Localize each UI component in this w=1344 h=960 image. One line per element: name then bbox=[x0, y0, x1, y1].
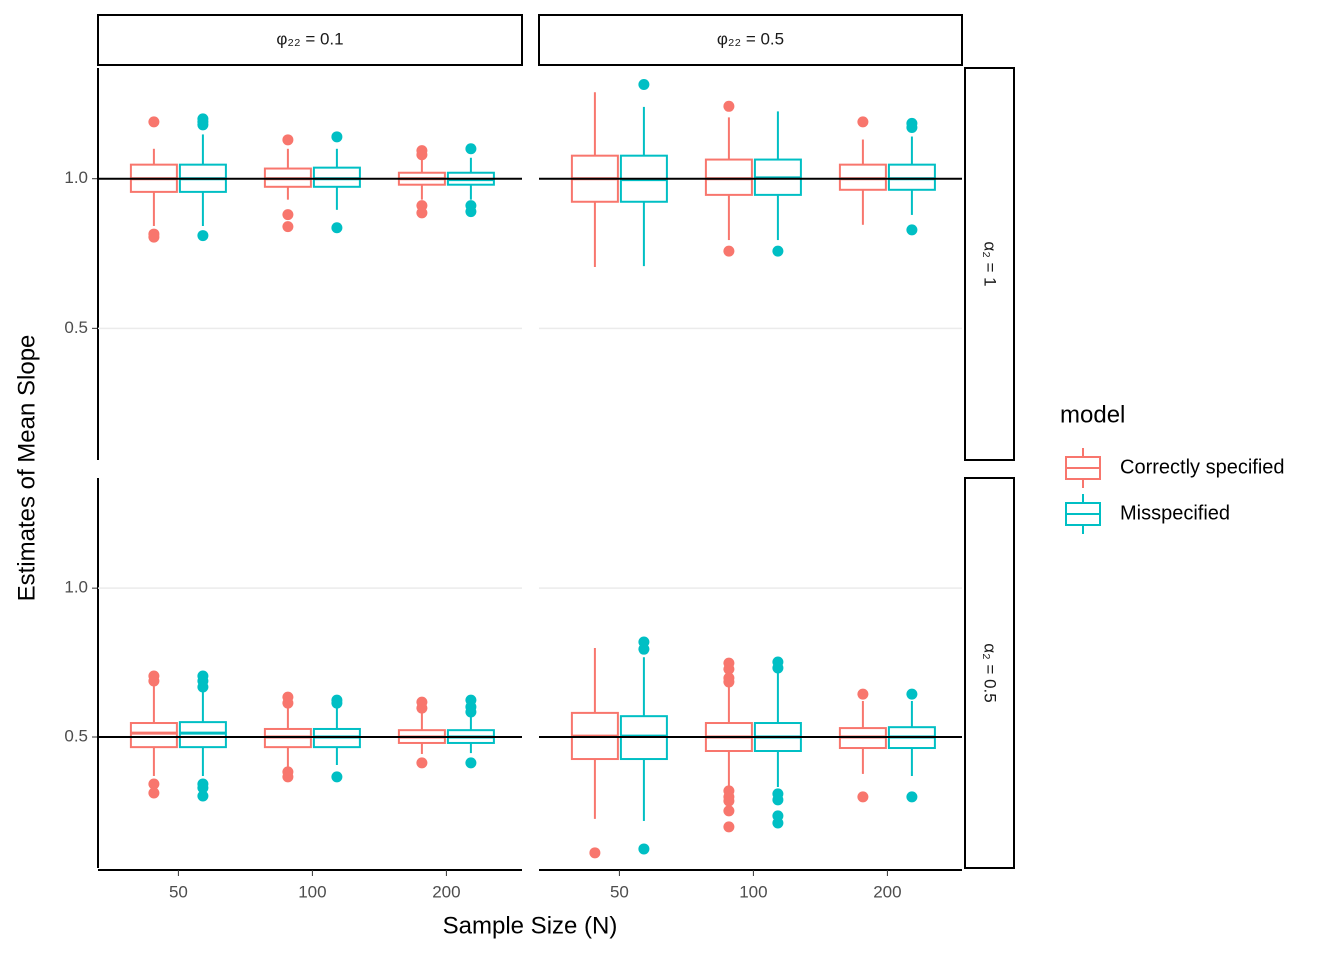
outlier bbox=[638, 643, 650, 655]
outlier bbox=[148, 778, 160, 790]
facet-strip-label: φ₂₂ = 0.5 bbox=[717, 29, 784, 48]
x-tick-label: 100 bbox=[739, 882, 767, 901]
outlier bbox=[331, 771, 343, 783]
legend-label: Correctly specified bbox=[1120, 456, 1285, 478]
outlier bbox=[857, 791, 869, 803]
outlier bbox=[772, 794, 784, 806]
facet-strip-label: α₂ = 0.5 bbox=[981, 643, 1000, 702]
outlier bbox=[282, 134, 294, 146]
outlier bbox=[906, 122, 918, 134]
outlier bbox=[197, 790, 209, 802]
x-axis-title: Sample Size (N) bbox=[443, 912, 618, 939]
facet-strip-label: α₂ = 1 bbox=[981, 241, 1000, 286]
facet-strip bbox=[97, 14, 523, 66]
outlier bbox=[331, 131, 343, 143]
outlier bbox=[723, 663, 735, 675]
outlier bbox=[416, 207, 428, 219]
outlier bbox=[282, 221, 294, 233]
outlier bbox=[148, 787, 160, 799]
outlier bbox=[331, 222, 343, 234]
y-tick-label: 1.0 bbox=[64, 578, 88, 597]
facet-strip-label: φ₂₂ = 0.1 bbox=[276, 29, 343, 48]
outlier bbox=[465, 757, 477, 769]
outlier bbox=[197, 230, 209, 242]
outlier bbox=[906, 688, 918, 700]
outlier bbox=[589, 847, 601, 859]
outlier bbox=[465, 206, 477, 218]
outlier bbox=[148, 231, 160, 243]
outlier bbox=[638, 843, 650, 855]
legend-label: Misspecified bbox=[1120, 502, 1230, 524]
outlier bbox=[772, 662, 784, 674]
outlier bbox=[282, 697, 294, 709]
outlier bbox=[282, 209, 294, 221]
outlier bbox=[465, 143, 477, 155]
outlier bbox=[723, 805, 735, 817]
outlier bbox=[148, 675, 160, 687]
facet-strip bbox=[964, 477, 1015, 869]
x-tick-label: 50 bbox=[610, 882, 629, 901]
outlier bbox=[197, 782, 209, 794]
y-axis-title: Estimates of Mean Slope bbox=[13, 335, 40, 602]
outlier bbox=[723, 676, 735, 688]
outlier bbox=[772, 245, 784, 257]
outlier bbox=[906, 224, 918, 236]
outlier bbox=[723, 795, 735, 807]
outlier bbox=[197, 119, 209, 131]
outlier bbox=[772, 817, 784, 829]
facet-strip bbox=[538, 14, 963, 66]
y-tick-label: 0.5 bbox=[64, 726, 88, 745]
x-tick-label: 50 bbox=[169, 882, 188, 901]
outlier bbox=[723, 821, 735, 833]
outlier bbox=[465, 706, 477, 718]
outlier bbox=[331, 697, 343, 709]
outlier bbox=[723, 245, 735, 257]
x-tick-label: 200 bbox=[432, 882, 460, 901]
outlier bbox=[416, 757, 428, 769]
x-tick-label: 200 bbox=[873, 882, 901, 901]
outlier bbox=[416, 702, 428, 714]
x-tick-label: 100 bbox=[298, 882, 326, 901]
legend-title: model bbox=[1060, 401, 1125, 428]
facet-strip bbox=[964, 67, 1015, 461]
outlier bbox=[416, 149, 428, 161]
outlier bbox=[148, 116, 160, 128]
outlier bbox=[723, 100, 735, 112]
outlier bbox=[282, 771, 294, 783]
box bbox=[129, 722, 178, 749]
outlier bbox=[857, 688, 869, 700]
outlier bbox=[906, 791, 918, 803]
y-tick-label: 1.0 bbox=[64, 168, 88, 187]
outlier bbox=[638, 78, 650, 90]
outlier bbox=[857, 116, 869, 128]
outlier bbox=[197, 681, 209, 693]
y-tick-label: 0.5 bbox=[64, 318, 88, 337]
